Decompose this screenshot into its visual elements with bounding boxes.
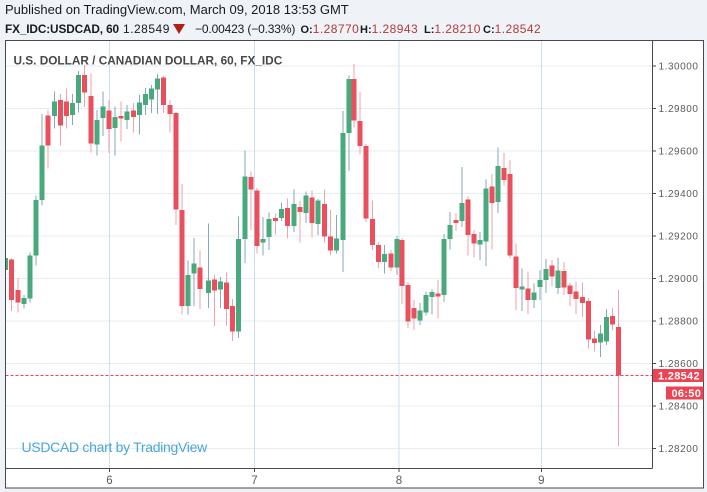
svg-text:1.30000: 1.30000 xyxy=(659,62,699,73)
svg-text:1.29000: 1.29000 xyxy=(659,274,699,285)
svg-text:1.29200: 1.29200 xyxy=(659,232,699,243)
svg-text:1.29600: 1.29600 xyxy=(659,147,699,158)
svg-text:1.28400: 1.28400 xyxy=(659,402,699,413)
svg-text:U.S. DOLLAR / CANADIAN DOLLAR,: U.S. DOLLAR / CANADIAN DOLLAR, 60, FX_ID… xyxy=(14,54,283,68)
svg-text:1.28800: 1.28800 xyxy=(659,317,699,328)
svg-text:1.29400: 1.29400 xyxy=(659,189,699,200)
svg-text:1.28200: 1.28200 xyxy=(659,444,699,455)
svg-text:1.28542: 1.28542 xyxy=(658,370,700,382)
svg-text:6: 6 xyxy=(106,475,112,487)
svg-text:06:50: 06:50 xyxy=(672,388,702,400)
svg-text:1.29800: 1.29800 xyxy=(659,104,699,115)
svg-text:USDCAD chart by TradingView: USDCAD chart by TradingView xyxy=(22,439,209,455)
svg-text:8: 8 xyxy=(396,475,402,487)
svg-text:7: 7 xyxy=(251,475,257,487)
svg-text:1.28600: 1.28600 xyxy=(659,359,699,370)
svg-text:9: 9 xyxy=(538,475,544,487)
